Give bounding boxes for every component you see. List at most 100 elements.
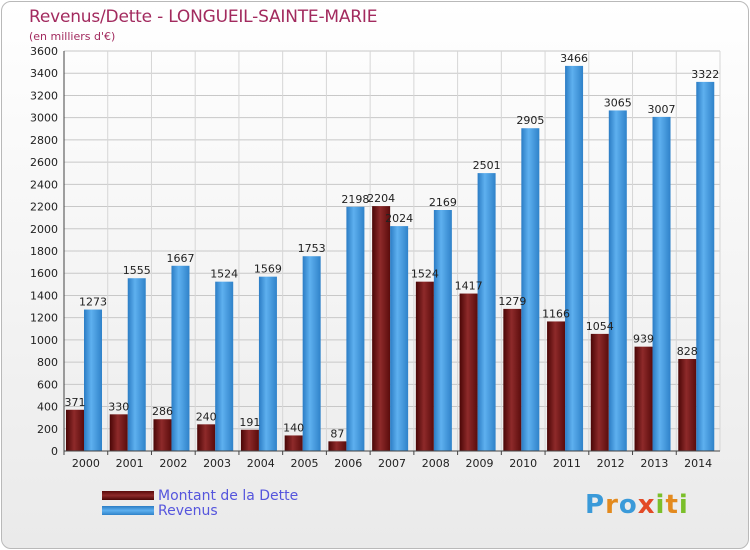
bar-dette-2004	[240, 429, 259, 451]
data-label-dette-2005: 140	[283, 421, 304, 434]
logo-letter: r	[605, 490, 619, 520]
proxiti-logo: Proxiti	[585, 490, 689, 520]
x-tick-label-2013: 2013	[640, 457, 668, 470]
y-tick-label: 3200	[30, 89, 58, 102]
x-tick-label-2012: 2012	[597, 457, 625, 470]
legend-label-revenus: Revenus	[158, 503, 218, 519]
y-tick-label: 600	[37, 378, 58, 391]
x-tick-label-2011: 2011	[553, 457, 581, 470]
y-tick-label: 1800	[30, 245, 58, 258]
bar-revenus-2006	[346, 206, 365, 451]
data-label-dette-2003: 240	[196, 410, 217, 423]
x-tick-label-2007: 2007	[378, 457, 406, 470]
data-label-dette-2000: 371	[65, 396, 86, 409]
data-label-dette-2010: 1279	[498, 295, 526, 308]
bar-dette-2012	[590, 333, 609, 451]
data-label-revenus-2011: 3466	[560, 52, 588, 65]
legend-swatch-revenus	[102, 506, 154, 515]
bar-dette-2013	[634, 346, 653, 451]
y-tick-label: 3000	[30, 112, 58, 125]
bar-revenus-2008	[433, 210, 452, 451]
data-label-dette-2014: 828	[677, 345, 698, 358]
x-tick-label-2000: 2000	[72, 457, 100, 470]
bar-dette-2001	[109, 414, 128, 451]
legend-label-dette: Montant de la Dette	[158, 488, 299, 504]
chart-title: Revenus/Dette - LONGUEIL-SAINTE-MARIE	[29, 7, 378, 27]
y-tick-label: 2600	[30, 156, 58, 169]
data-label-revenus-2002: 1667	[166, 252, 194, 265]
data-label-revenus-2013: 3007	[648, 103, 676, 116]
data-label-revenus-2008: 2169	[429, 196, 457, 209]
bar-revenus-2014	[696, 81, 715, 451]
x-tick-label-2001: 2001	[116, 457, 144, 470]
y-tick-label: 400	[37, 401, 58, 414]
data-label-dette-2002: 286	[152, 405, 173, 418]
data-label-revenus-2000: 1273	[79, 296, 107, 309]
x-tick-label-2006: 2006	[334, 457, 362, 470]
data-label-revenus-2005: 1753	[298, 242, 326, 255]
bar-revenus-2012	[608, 110, 627, 451]
logo-letter: o	[618, 490, 638, 520]
bar-dette-2014	[678, 359, 697, 451]
y-tick-label: 3400	[30, 67, 58, 80]
y-tick-label: 1400	[30, 289, 58, 302]
y-tick-label: 2800	[30, 134, 58, 147]
y-tick-label: 2400	[30, 178, 58, 191]
bar-dette-2002	[153, 419, 172, 451]
bar-revenus-2013	[652, 116, 671, 451]
data-label-dette-2011: 1166	[542, 307, 570, 320]
data-label-dette-2009: 1417	[455, 280, 483, 293]
x-tick-label-2008: 2008	[422, 457, 450, 470]
x-tick-label-2010: 2010	[509, 457, 537, 470]
x-tick-label-2014: 2014	[684, 457, 712, 470]
data-label-revenus-2010: 2905	[516, 114, 544, 127]
x-tick-label-2004: 2004	[247, 457, 275, 470]
data-label-revenus-2009: 2501	[473, 159, 501, 172]
data-label-dette-2001: 330	[108, 400, 129, 413]
bar-revenus-2010	[521, 128, 540, 451]
x-tick-label-2005: 2005	[291, 457, 319, 470]
bar-revenus-2009	[477, 173, 496, 451]
data-label-revenus-2012: 3065	[604, 96, 632, 109]
data-label-revenus-2004: 1569	[254, 263, 282, 276]
bar-dette-2006	[328, 441, 347, 451]
axis-layer: 0 200 400 600 800 1000 1200 1400 1600 1800 2000 220…	[30, 45, 720, 470]
bar-dette-2010	[503, 308, 522, 451]
bar-revenus-2001	[127, 278, 146, 451]
bar-dette-2008	[415, 281, 434, 451]
logo-letter: x	[637, 490, 656, 520]
legend-swatch-dette	[102, 491, 154, 500]
bar-dette-2003	[197, 424, 216, 451]
data-label-revenus-2001: 1555	[123, 264, 151, 277]
data-label-revenus-2006: 2198	[341, 193, 369, 206]
data-label-dette-2008: 1524	[411, 268, 439, 281]
y-tick-label: 1000	[30, 334, 58, 347]
x-tick-label-2009: 2009	[465, 457, 493, 470]
y-tick-label: 1200	[30, 312, 58, 325]
bar-dette-2011	[547, 321, 566, 451]
y-tick-label: 1600	[30, 267, 58, 280]
data-label-revenus-2003: 1524	[210, 268, 238, 281]
bar-dette-2000	[66, 409, 84, 451]
bar-dette-2005	[284, 435, 303, 451]
bar-revenus-2003	[215, 281, 234, 451]
data-label-revenus-2007: 2024	[385, 212, 413, 225]
data-label-dette-2004: 191	[239, 416, 260, 429]
bar-layer	[66, 65, 715, 451]
bar-dette-2009	[459, 293, 478, 451]
logo-letter: i	[655, 490, 666, 520]
bar-revenus-2002	[171, 265, 190, 451]
bar-revenus-2005	[302, 256, 321, 451]
data-label-dette-2006: 87	[330, 427, 344, 440]
y-tick-label: 2000	[30, 223, 58, 236]
logo-letter: P	[585, 490, 606, 520]
y-tick-label: 800	[37, 356, 58, 369]
data-label-dette-2012: 1054	[586, 320, 614, 333]
bar-revenus-2000	[84, 309, 102, 451]
data-label-dette-2007: 2204	[367, 192, 395, 205]
bar-dette-2007	[372, 206, 391, 451]
y-tick-label: 3600	[30, 45, 58, 58]
logo-letter: i	[678, 490, 689, 520]
